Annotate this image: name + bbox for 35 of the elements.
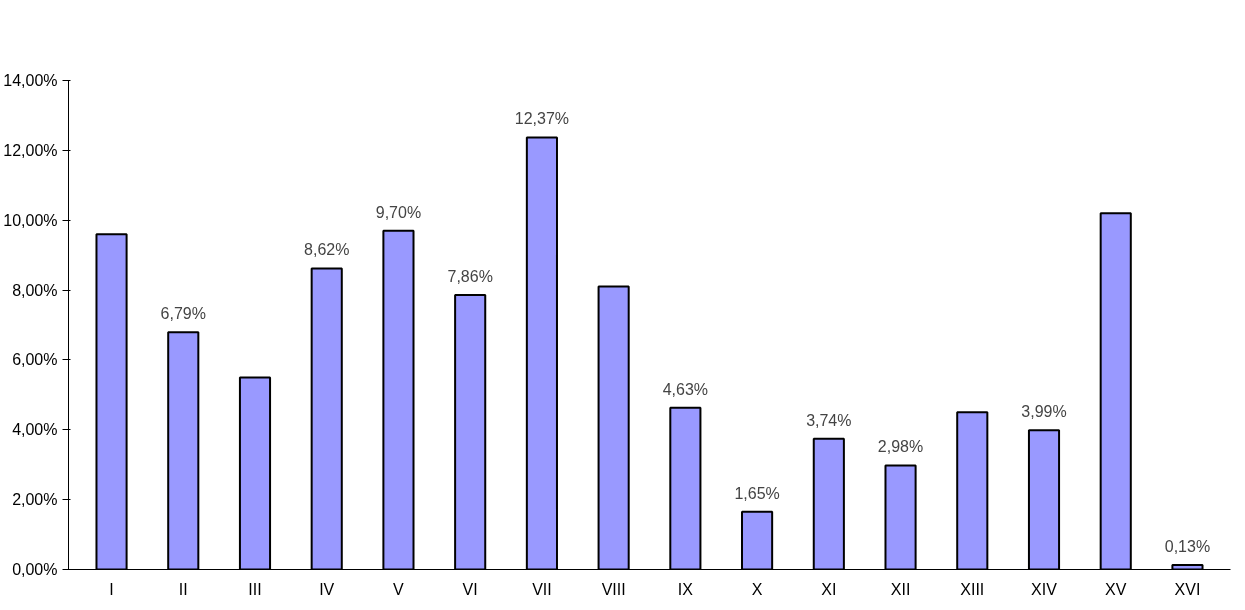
x-tick-label: VI xyxy=(462,580,478,598)
x-tick-label: XIV xyxy=(1031,580,1058,598)
data-label: 6,79% xyxy=(160,305,206,323)
x-tick-label: X xyxy=(751,580,763,598)
x-tick-label: VII xyxy=(532,580,552,598)
x-tick-label: V xyxy=(393,580,405,598)
data-label: 9,70% xyxy=(375,203,422,221)
y-tick-label: 4,00% xyxy=(12,421,58,439)
y-tick-label: 14,00% xyxy=(3,72,58,89)
data-label: 4,63% xyxy=(662,380,709,398)
data-label: 3,74% xyxy=(806,411,852,429)
data-label: 2,98% xyxy=(877,438,924,456)
x-tick-label: XVI xyxy=(1174,580,1201,598)
x-tick-label: II xyxy=(178,580,188,598)
data-label: 12,37% xyxy=(514,110,570,128)
x-tick-label: XII xyxy=(890,580,911,598)
data-label: 3,99% xyxy=(1021,403,1067,421)
y-tick-label: 10,00% xyxy=(3,211,58,229)
data-label: 8,62% xyxy=(304,241,350,259)
x-tick-label: VIII xyxy=(601,580,626,598)
y-tick-label: 0,00% xyxy=(12,561,58,578)
y-tick-label: 2,00% xyxy=(12,491,58,509)
data-label: 7,86% xyxy=(447,267,493,285)
x-tick-label: III xyxy=(248,580,262,598)
x-tick-label: XV xyxy=(1105,580,1127,598)
x-tick-label: IV xyxy=(319,580,335,598)
x-tick-label: XI xyxy=(821,580,837,598)
y-tick-label: 8,00% xyxy=(12,281,58,299)
y-tick-label: 6,00% xyxy=(12,351,58,369)
x-tick-label: IX xyxy=(677,580,694,598)
x-tick-label: I xyxy=(109,580,114,598)
x-tick-label: XIII xyxy=(960,580,985,598)
data-label: 1,65% xyxy=(734,484,780,502)
data-label: 0,13% xyxy=(1164,537,1211,555)
y-tick-label: 12,00% xyxy=(3,141,58,159)
